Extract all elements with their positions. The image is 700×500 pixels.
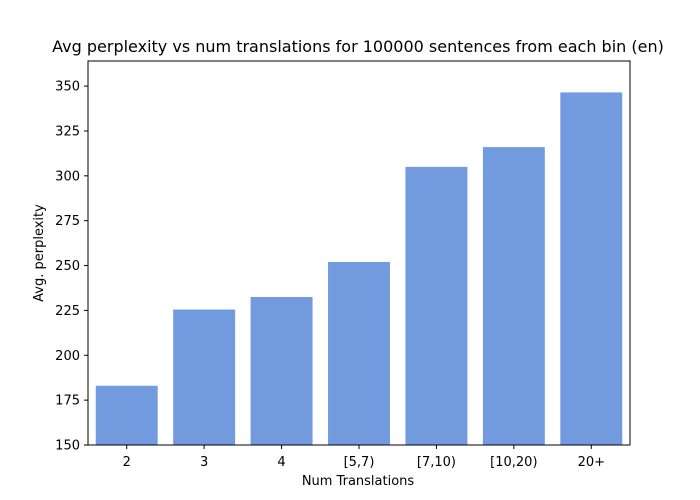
y-tick-label: 350	[55, 80, 80, 95]
y-tick-label: 150	[55, 439, 80, 454]
bars-layer	[95, 92, 623, 446]
y-tick-label: 275	[55, 214, 80, 229]
x-tick-label: [10,20)	[490, 455, 537, 470]
x-tick-label: 3	[200, 455, 208, 470]
x-tick-label: 4	[277, 455, 285, 470]
x-tick-label: 20+	[578, 455, 605, 470]
bar-2	[95, 385, 158, 445]
y-tick-label: 300	[55, 169, 80, 184]
y-tick-label: 175	[55, 394, 80, 409]
y-tick-label: 250	[55, 259, 80, 274]
bar-4	[250, 296, 313, 445]
y-tick-label: 200	[55, 349, 80, 364]
bar-3	[173, 309, 236, 445]
bar-[5,7)	[328, 261, 390, 445]
y-tick-label: 225	[55, 304, 80, 319]
x-tick-label: 2	[123, 455, 131, 470]
y-tick-label: 325	[55, 124, 80, 139]
chart-title: Avg perplexity vs num translations for 1…	[52, 37, 664, 56]
bar-[7,10)	[405, 166, 468, 446]
x-tick-label: [5,7)	[344, 455, 375, 470]
bar-[10,20)	[482, 147, 545, 445]
y-axis-label: Avg. perplexity	[32, 204, 47, 302]
x-axis-label: Num Translations	[302, 474, 415, 489]
x-axis: 2 3 4 [5,7) [7,10) [10,20) 20+	[123, 445, 605, 470]
y-axis: 150 175 200 225 250 275 300 325 350	[55, 80, 88, 454]
x-tick-label: [7,10)	[417, 455, 456, 470]
bar-20+	[560, 92, 623, 446]
